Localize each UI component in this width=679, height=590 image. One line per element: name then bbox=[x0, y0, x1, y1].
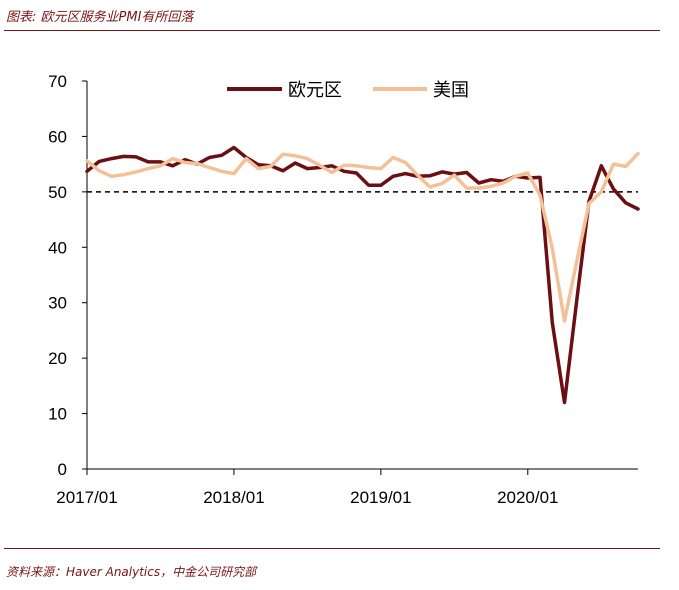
y-tick-label: 40 bbox=[48, 238, 67, 257]
source-divider bbox=[4, 548, 660, 549]
y-tick-label: 20 bbox=[48, 349, 67, 368]
figure-title: 图表: 欧元区服务业PMI有所回落 bbox=[6, 10, 194, 25]
y-tick-label: 30 bbox=[48, 294, 67, 313]
x-tick-label: 2019/01 bbox=[350, 488, 411, 507]
x-tick-label: 2018/01 bbox=[203, 488, 264, 507]
y-tick-label: 0 bbox=[58, 460, 67, 479]
source-note: 资料来源：Haver Analytics，中金公司研究部 bbox=[6, 565, 257, 579]
y-tick-label: 70 bbox=[48, 72, 67, 91]
y-tick-label: 50 bbox=[48, 183, 67, 202]
series-line-eurozone bbox=[85, 145, 640, 405]
legend-label-eurozone: 欧元区 bbox=[288, 80, 342, 101]
x-tick-label: 2020/01 bbox=[497, 488, 558, 507]
title-divider bbox=[4, 30, 660, 31]
y-tick-label: 10 bbox=[48, 405, 67, 424]
legend-label-us: 美国 bbox=[433, 80, 469, 101]
series-line-us bbox=[85, 151, 640, 323]
x-tick-label: 2017/01 bbox=[56, 488, 117, 507]
y-tick-label: 60 bbox=[48, 127, 67, 146]
